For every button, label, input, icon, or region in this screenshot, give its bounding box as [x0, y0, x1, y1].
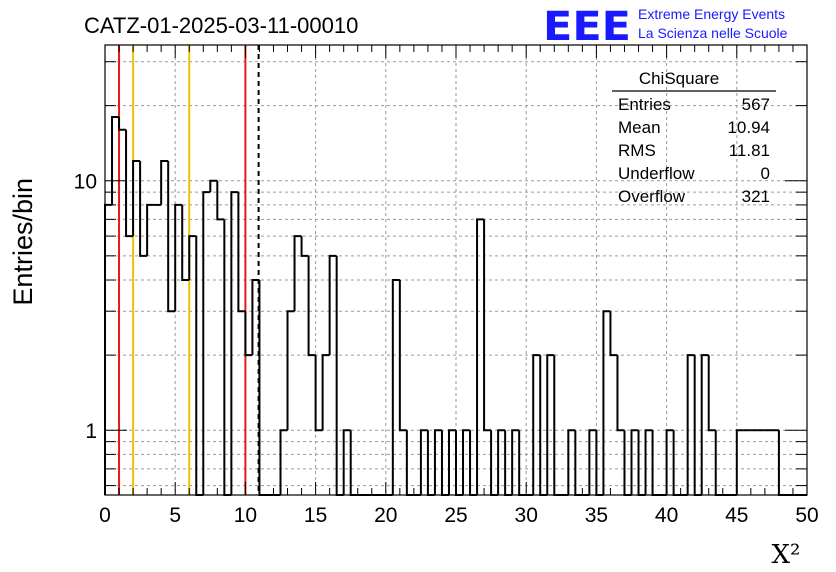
histogram-bin	[497, 429, 506, 495]
histogram-bin	[209, 179, 218, 193]
x-tick-label: 0	[99, 504, 111, 527]
x-tick-label: 30	[515, 504, 538, 527]
histogram-bin	[251, 279, 260, 356]
axes-layer: 0 5 10 15 20 25 30 35 40 45 50 1 10	[74, 44, 819, 527]
histogram-bin	[244, 311, 253, 357]
histogram-bin	[644, 429, 653, 495]
histogram-bin	[181, 204, 190, 282]
stats-label-rms: RMS	[618, 141, 656, 160]
x-tick-label: 5	[169, 504, 181, 527]
histogram-bin	[342, 429, 351, 495]
stats-title: ChiSquare	[639, 69, 719, 88]
histogram-bin	[462, 429, 471, 495]
stats-label-underflow: Underflow	[618, 164, 695, 183]
histogram-bin	[476, 218, 485, 495]
histogram-bin	[188, 235, 197, 281]
stats-value-rms: 11.81	[729, 141, 770, 160]
histogram-bin	[237, 192, 246, 313]
stats-label-overflow: Overflow	[618, 187, 686, 206]
histogram-bin	[174, 203, 183, 312]
histogram-bin	[328, 254, 337, 356]
logo-line1: Extreme Energy Events	[638, 6, 785, 22]
y-axis-label: Entries/bin	[8, 178, 38, 306]
histogram-bin	[125, 129, 134, 238]
y-tick-label: 10	[74, 171, 97, 194]
histogram-bin	[132, 159, 141, 237]
histogram-bin	[602, 310, 611, 495]
x-tick-label: 20	[374, 504, 397, 527]
histogram-bin	[447, 429, 456, 495]
histogram-bin	[293, 235, 302, 312]
histogram-bin	[111, 116, 120, 205]
stats-label-entries: Entries	[618, 95, 671, 114]
histogram-bin	[433, 429, 442, 495]
histogram-bin	[567, 429, 576, 495]
histogram-bin	[609, 311, 618, 357]
histogram-bin	[321, 354, 330, 431]
x-tick-label: 25	[444, 504, 467, 527]
histogram-bin	[202, 191, 211, 495]
reference-lines	[118, 45, 260, 495]
histogram-bin	[700, 354, 709, 495]
histogram-bin	[314, 355, 323, 432]
histogram-bin	[532, 354, 541, 495]
stats-value-overflow: 321	[742, 187, 770, 206]
histogram-bin	[546, 354, 555, 495]
histogram-bin	[146, 203, 155, 256]
y-tick-label: 1	[85, 420, 97, 443]
x-tick-label: 40	[655, 504, 678, 527]
histogram-bin	[286, 310, 295, 431]
eee-logo-mark: EEE	[543, 4, 631, 50]
x-tick-label: 15	[304, 504, 327, 527]
histogram-bin	[139, 160, 148, 257]
histogram-bin	[665, 429, 674, 495]
x-axis-label: X²	[772, 540, 801, 570]
stats-box: ChiSquare Entries 567 Mean 10.94 RMS 11.…	[612, 69, 776, 206]
histogram-bin	[230, 191, 239, 495]
histogram-bin	[279, 429, 288, 495]
histogram-bin	[300, 236, 309, 257]
histogram-bin	[307, 255, 316, 357]
histogram-bin	[167, 160, 176, 313]
stats-value-underflow: 0	[761, 164, 770, 183]
stats-value-mean: 10.94	[727, 118, 770, 137]
x-tick-label: 45	[725, 504, 748, 527]
histogram-bin	[616, 355, 625, 432]
histogram-bin	[630, 429, 639, 495]
histogram-bin	[511, 429, 520, 495]
stats-value-entries: 567	[742, 95, 770, 114]
histogram-bin	[419, 429, 428, 495]
chart-title: CATZ-01-2025-03-11-00010	[84, 13, 358, 38]
histogram-bin	[398, 280, 407, 432]
histogram-bin	[588, 429, 597, 495]
x-tick-label: 35	[585, 504, 608, 527]
histogram-bin	[707, 355, 716, 432]
x-tick-label: 10	[234, 504, 257, 527]
histogram-bin	[160, 159, 169, 205]
histogram-bin	[483, 219, 492, 432]
x-tick-label: 50	[795, 504, 818, 527]
stats-label-mean: Mean	[618, 118, 661, 137]
histogram-bin	[735, 429, 744, 495]
histogram-bin	[216, 180, 225, 221]
histogram-bin	[391, 279, 400, 495]
logo-line2: La Scienza nelle Scuole	[638, 25, 788, 41]
histogram-bin	[118, 117, 127, 131]
histogram-bin	[686, 354, 695, 495]
